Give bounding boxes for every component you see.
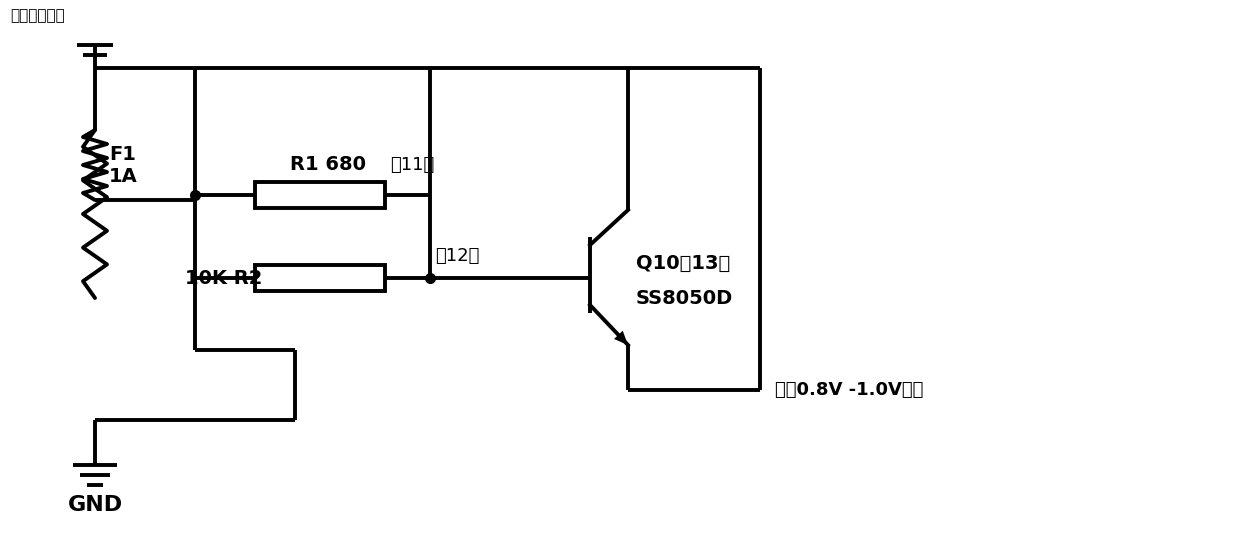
Text: GND: GND <box>67 495 123 515</box>
Polygon shape <box>614 331 627 345</box>
Text: F1
1A: F1 1A <box>109 145 138 186</box>
Text: 降压0.8V -1.0V输出: 降压0.8V -1.0V输出 <box>775 381 924 399</box>
Text: 10K R2: 10K R2 <box>185 268 263 287</box>
Bar <box>255 265 384 291</box>
Text: Q10（13）: Q10（13） <box>636 253 730 273</box>
Text: （12）: （12） <box>435 247 480 265</box>
Text: R1 680: R1 680 <box>290 155 366 174</box>
Text: （11）: （11） <box>391 156 434 174</box>
Bar <box>255 182 384 208</box>
Text: 稳压输入电源: 稳压输入电源 <box>10 8 64 23</box>
Text: SS8050D: SS8050D <box>636 288 733 308</box>
